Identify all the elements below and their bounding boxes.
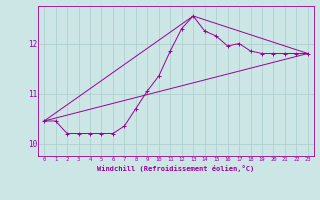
X-axis label: Windchill (Refroidissement éolien,°C): Windchill (Refroidissement éolien,°C): [97, 165, 255, 172]
